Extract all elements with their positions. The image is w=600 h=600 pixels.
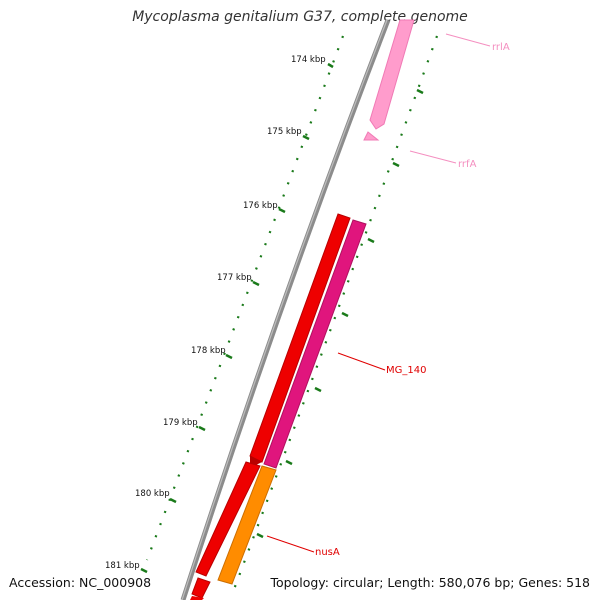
cds-feature-red-4 xyxy=(190,596,204,600)
rrfa-feature[interactable] xyxy=(363,131,380,141)
nusa-feature[interactable] xyxy=(217,465,277,585)
rrfa-label-line xyxy=(409,150,457,164)
cds-feature-red-3[interactable] xyxy=(191,577,211,599)
genome-backbone xyxy=(180,19,391,600)
gene-label-nusa[interactable]: nusA xyxy=(315,547,340,558)
tick-track-left xyxy=(145,35,345,561)
kbp-label: 179 kbp xyxy=(163,418,198,428)
major-ticks-right xyxy=(256,88,424,539)
nusa-label-line xyxy=(266,535,315,553)
kbp-label: 178 kbp xyxy=(191,346,226,356)
major-ticks-left xyxy=(140,62,334,574)
kbp-label: 177 kbp xyxy=(217,273,252,283)
mg140-feature[interactable] xyxy=(263,219,367,469)
gene-label-mg140[interactable]: MG_140 xyxy=(386,365,426,376)
kbp-label: 174 kbp xyxy=(291,55,326,65)
cds-feature-red-2[interactable] xyxy=(195,461,261,577)
rrla-feature[interactable] xyxy=(369,19,415,130)
mg140-label-line xyxy=(337,352,386,371)
genome-backbone-highlight xyxy=(181,19,388,600)
kbp-label: 176 kbp xyxy=(243,201,278,211)
rrla-label-line xyxy=(445,33,491,47)
genome-summary-text: Topology: circular; Length: 580,076 bp; … xyxy=(270,575,591,590)
map-title: Mycoplasma genitalium G37, complete geno… xyxy=(132,9,468,25)
accession-text: Accession: NC_000908 xyxy=(9,575,152,590)
kbp-label: 180 kbp xyxy=(135,489,170,499)
kbp-label: 181 kbp xyxy=(105,561,140,571)
gene-label-rrfa[interactable]: rrfA xyxy=(458,159,477,170)
kbp-label: 175 kbp xyxy=(267,127,302,137)
gene-label-rrla[interactable]: rrlA xyxy=(492,42,510,53)
tick-track-right xyxy=(231,35,439,593)
